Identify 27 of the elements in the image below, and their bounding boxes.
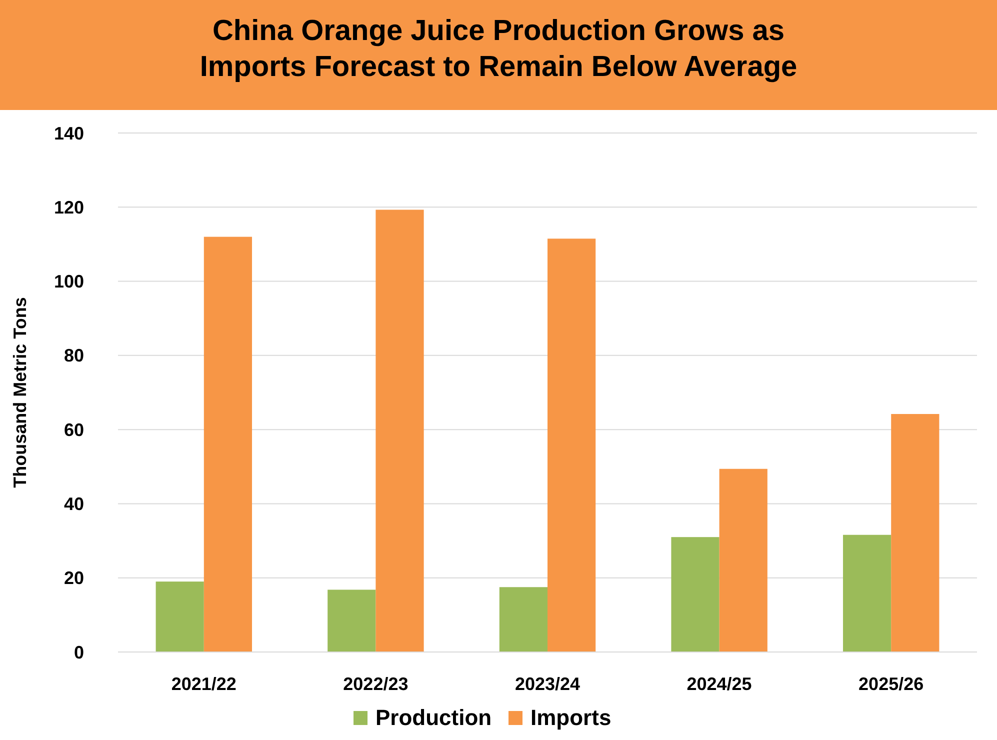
x-tick-label: 2022/23	[343, 674, 408, 694]
y-tick-label: 20	[64, 568, 84, 588]
x-tick-label: 2021/22	[171, 674, 236, 694]
legend-label: Production	[376, 705, 492, 730]
chart-title: China Orange Juice Production Grows as Imports Forecast to Remain Below Average	[200, 15, 798, 83]
bar	[671, 537, 720, 652]
legend-label: Imports	[530, 705, 612, 730]
bar	[328, 590, 376, 652]
bar	[548, 238, 596, 652]
bar	[499, 587, 548, 652]
x-tick-label: 2023/24	[514, 674, 580, 694]
bar	[156, 582, 204, 652]
y-tick-label: 60	[64, 420, 84, 440]
x-tick-label: 2025/26	[858, 674, 924, 694]
bar	[204, 236, 252, 652]
y-tick-label: 0	[74, 642, 84, 662]
bar	[891, 414, 940, 652]
bar	[376, 210, 424, 652]
bar	[719, 468, 768, 652]
y-tick-label: 100	[54, 272, 84, 292]
bar	[842, 534, 892, 652]
y-axis-title: Thousand Metric Tons	[10, 297, 30, 488]
x-tick-label: 2024/25	[686, 674, 752, 694]
y-tick-label: 40	[64, 494, 84, 514]
y-tick-label: 120	[54, 197, 84, 218]
y-tick-label: 140	[54, 123, 84, 144]
y-tick-label: 80	[64, 346, 84, 366]
